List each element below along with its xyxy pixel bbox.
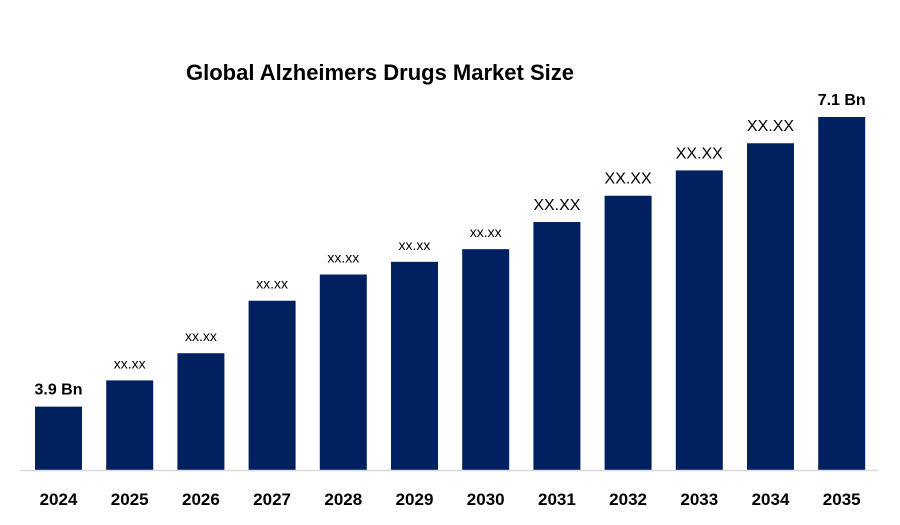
bar-2031 xyxy=(533,221,581,470)
data-label: 7.1 Bn xyxy=(818,92,866,109)
data-label: xx.xx xyxy=(399,237,431,253)
data-label: xx.xx xyxy=(327,249,359,265)
x-tick-label: 2035 xyxy=(823,490,861,509)
x-tick-label: 2026 xyxy=(182,490,220,509)
x-tick-label: 2033 xyxy=(680,490,718,509)
x-tick-label: 2028 xyxy=(324,490,362,509)
data-label: xx.xx xyxy=(114,355,146,371)
data-label: XX.XX xyxy=(533,197,580,214)
data-label: 3.9 Bn xyxy=(34,382,82,399)
x-tick-label: 2031 xyxy=(538,490,576,509)
bar-2034 xyxy=(747,143,794,470)
data-label: XX.XX xyxy=(747,118,794,135)
bar-2024 xyxy=(35,406,82,470)
data-label: xx.xx xyxy=(470,224,502,240)
x-tick-label: 2029 xyxy=(396,490,434,509)
x-tick-label: 2027 xyxy=(253,490,291,509)
data-label: xx.xx xyxy=(256,276,288,292)
x-tick-label: 2030 xyxy=(467,490,505,509)
x-tick-label: 2034 xyxy=(752,490,790,509)
chart-title: Global Alzheimers Drugs Market Size xyxy=(186,60,574,85)
data-label: xx.xx xyxy=(185,328,217,344)
bar-2028 xyxy=(319,274,367,470)
bar-2032 xyxy=(604,195,652,470)
data-label: XX.XX xyxy=(676,145,723,162)
bar-2025 xyxy=(106,380,154,470)
x-tick-label: 2032 xyxy=(609,490,647,509)
x-tick-label: 2024 xyxy=(40,490,78,509)
bar-2026 xyxy=(177,353,225,470)
bar-2030 xyxy=(462,249,510,470)
bar-2035 xyxy=(818,117,866,470)
data-label: XX.XX xyxy=(605,171,652,188)
bar-2033 xyxy=(675,170,723,470)
bar-2027 xyxy=(248,300,296,470)
bar-2029 xyxy=(391,261,438,470)
x-tick-label: 2025 xyxy=(111,490,149,509)
